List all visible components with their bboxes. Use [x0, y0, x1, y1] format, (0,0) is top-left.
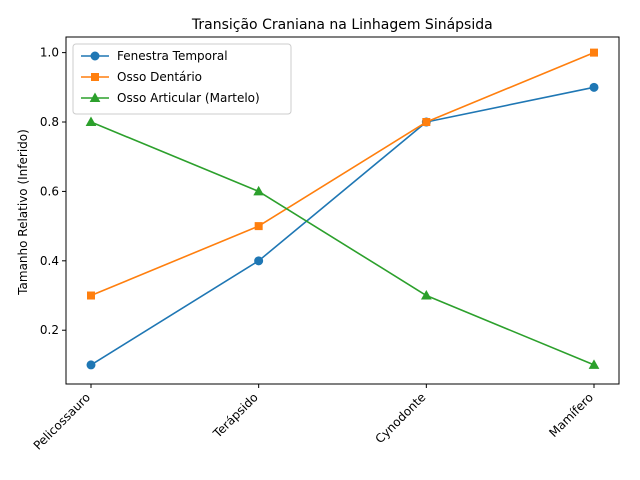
axes-frame: [65, 36, 620, 385]
legend-label-1: Fenestra Temporal: [117, 49, 228, 63]
chart-title: Transição Craniana na Linhagem Sinápsida: [191, 17, 493, 33]
legend-marker-2: [91, 73, 99, 81]
data-point-s1-2: [254, 256, 264, 266]
legend-box: [72, 43, 292, 115]
data-point-s1-1: [86, 360, 96, 370]
series-line-1: [90, 86, 595, 366]
data-point-s3-1: [85, 116, 97, 127]
legend-label-3: Osso Articular (Martelo): [117, 91, 260, 105]
data-point-s1-4: [589, 82, 599, 92]
data-point-s3-3: [420, 289, 432, 300]
data-point-s2-1: [87, 291, 95, 300]
data-point-s3-2: [253, 185, 265, 196]
legend: Fenestra Temporal Osso Dentário Osso Artic…: [72, 43, 292, 115]
data-point-s3-4: [588, 359, 600, 369]
series-line-3: [90, 121, 595, 366]
y-axis-title: Tamanho Relativo (Inferido): [16, 129, 30, 296]
y-tick-label: 0.2: [40, 323, 59, 337]
y-tick-label: 0.4: [40, 254, 59, 268]
data-point-s2-2: [254, 222, 263, 231]
legend-marker-3: [89, 92, 101, 102]
y-tick-label: 0.8: [40, 115, 59, 129]
legend-label-2: Osso Dentário: [117, 70, 202, 84]
y-tick-label: 1.0: [40, 46, 59, 60]
data-point-s2-4: [590, 48, 598, 57]
series-line-2: [90, 51, 595, 297]
data-point-s2-3: [422, 118, 431, 127]
y-tick-label: 0.6: [40, 184, 59, 198]
legend-marker-1: [90, 51, 100, 61]
